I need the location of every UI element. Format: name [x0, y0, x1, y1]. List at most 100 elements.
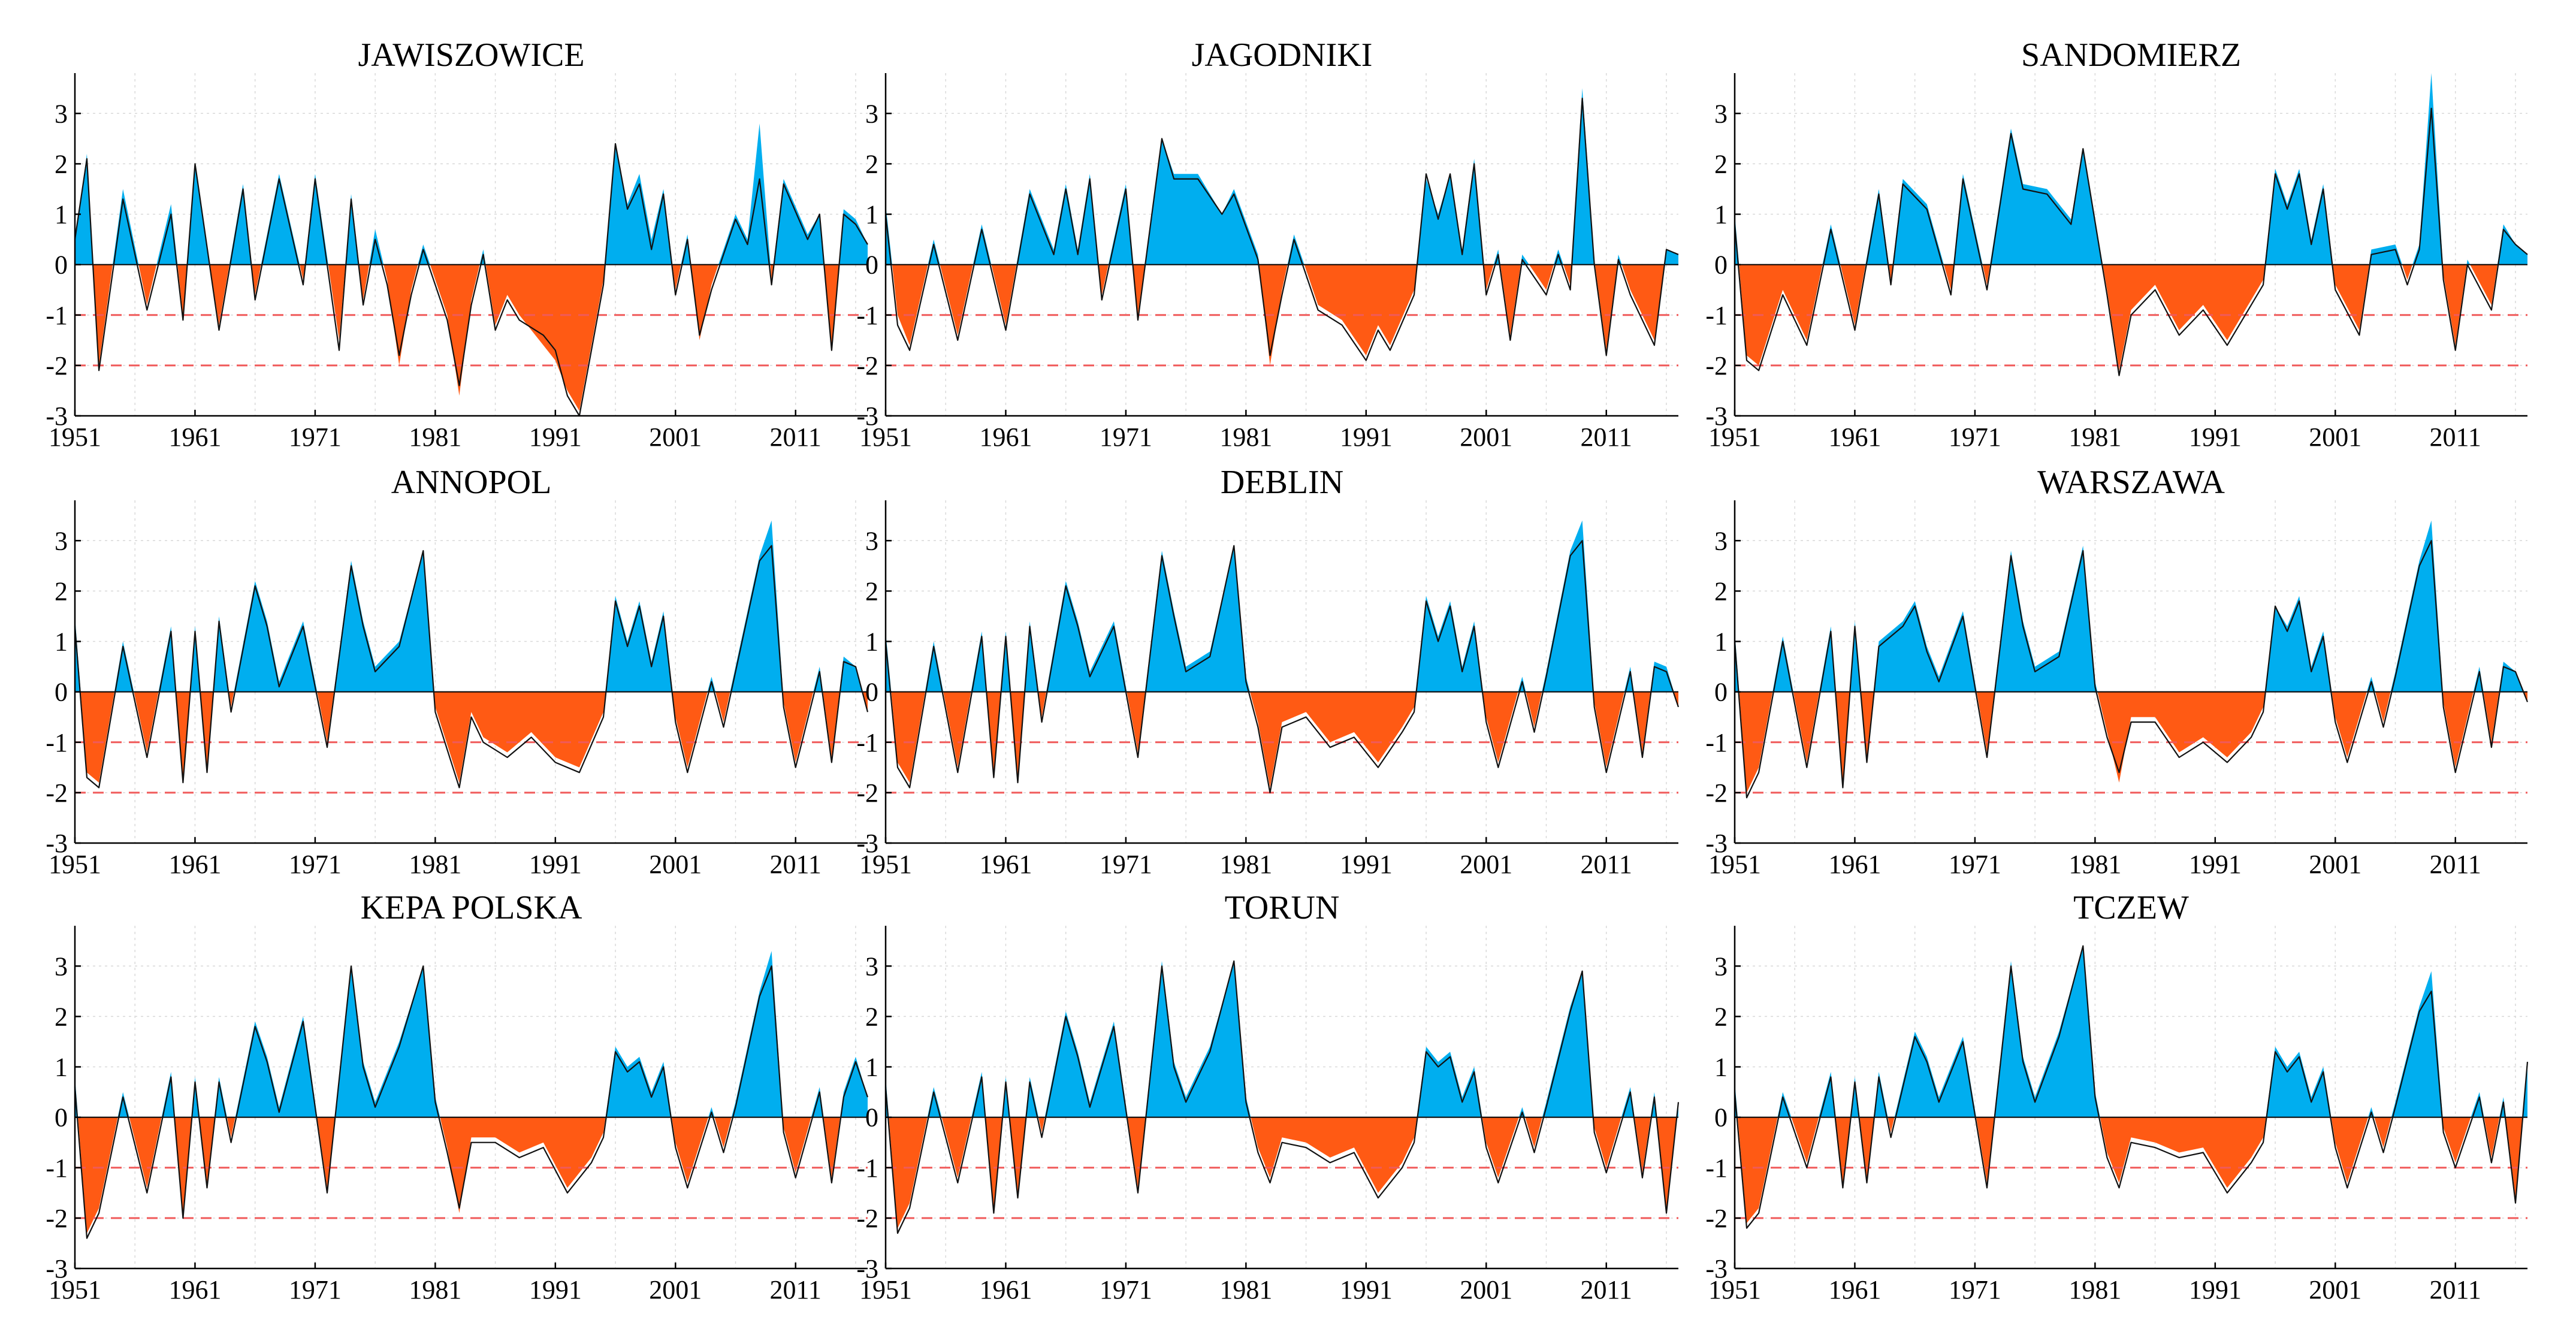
y-tick-label-warszawa-2: 1 — [1714, 627, 1728, 657]
x-tick-label-torun-6: 2011 — [1581, 1275, 1632, 1304]
y-tick-label-torun-6: -3 — [856, 1254, 878, 1283]
negative-area-torun-6 — [1251, 1117, 1417, 1193]
positive-area-annopol-7 — [605, 596, 673, 692]
y-tick-label-warszawa-4: -1 — [1705, 728, 1728, 757]
y-tick-label-tczew-5: -2 — [1705, 1204, 1728, 1233]
x-tick-label-annopol-0: 1951 — [49, 850, 101, 879]
negative-area-sandomierz-8 — [2442, 264, 2467, 346]
x-tick-label-tczew-5: 2001 — [2309, 1275, 2361, 1304]
y-tick-label-jagodniki-4: -1 — [856, 301, 878, 330]
x-tick-label-sandomierz-1: 1961 — [1828, 422, 1881, 452]
positive-area-sandomierz-8 — [2412, 73, 2443, 265]
positive-area-sandomierz-6 — [2264, 168, 2333, 265]
y-tick-label-jawiszowice-1: 2 — [55, 149, 68, 179]
x-tick-label-deblin-6: 2011 — [1581, 850, 1632, 879]
negative-area-torun-3 — [1010, 1117, 1026, 1193]
x-tick-label-deblin-1: 1961 — [979, 850, 1032, 879]
x-tick-label-sandomierz-6: 2011 — [2430, 422, 2481, 452]
positive-area-kepa-polska-9 — [731, 951, 783, 1117]
negative-area-deblin-5 — [1127, 691, 1145, 753]
y-tick-label-jawiszowice-5: -2 — [46, 351, 68, 380]
positive-area-jawiszowice-13 — [718, 123, 771, 265]
x-tick-label-tczew-2: 1971 — [1949, 1275, 2001, 1304]
positive-area-kepa-polska-11 — [840, 1056, 868, 1117]
x-tick-label-deblin-5: 2001 — [1460, 850, 1512, 879]
negative-area-sandomierz-9 — [2470, 264, 2498, 305]
x-tick-label-jawiszowice-4: 1991 — [529, 422, 582, 452]
positive-area-deblin-1 — [925, 641, 944, 692]
negative-area-warszawa-5 — [2097, 691, 2265, 783]
y-tick-label-warszawa-0: 3 — [1714, 526, 1728, 555]
y-tick-label-kepa-polska-5: -2 — [46, 1204, 68, 1233]
y-tick-label-annopol-6: -3 — [46, 829, 68, 858]
x-tick-label-annopol-4: 1991 — [529, 850, 582, 879]
negative-area-sandomierz-1 — [1840, 264, 1866, 325]
negative-area-annopol-9 — [783, 691, 814, 763]
positive-area-deblin-4 — [1024, 621, 1039, 692]
x-tick-label-torun-5: 2001 — [1460, 1275, 1512, 1304]
negative-area-torun-11 — [1657, 1117, 1677, 1209]
panel-title-sandomierz: SANDOMIERZ — [2021, 37, 2241, 74]
negative-area-torun-9 — [1593, 1117, 1621, 1168]
negative-area-warszawa-2 — [1835, 691, 1850, 783]
y-tick-label-annopol-5: -2 — [46, 778, 68, 808]
negative-area-sandomierz-0 — [1739, 264, 1823, 366]
x-tick-label-annopol-1: 1961 — [168, 850, 221, 879]
negative-area-torun-0 — [889, 1117, 928, 1228]
x-tick-label-kepa-polska-5: 2001 — [649, 1275, 702, 1304]
positive-area-annopol-0 — [75, 616, 81, 692]
y-tick-label-sandomierz-4: -1 — [1705, 301, 1728, 330]
positive-area-sandomierz-2 — [1865, 189, 1889, 265]
negative-area-jagodniki-7 — [1484, 264, 1494, 290]
positive-area-deblin-11 — [1650, 662, 1674, 692]
panel-title-jawiszowice: JAWISZOWICE — [358, 37, 584, 74]
positive-area-sandomierz-9 — [2466, 259, 2471, 265]
negative-area-tczew-0 — [1738, 1117, 1778, 1224]
x-tick-label-jagodniki-0: 1951 — [859, 422, 912, 452]
positive-area-deblin-7 — [1415, 596, 1483, 692]
panel-title-tczew: TCZEW — [2073, 889, 2189, 926]
y-tick-label-jagodniki-0: 3 — [865, 99, 878, 128]
negative-area-kepa-polska-7 — [672, 1117, 709, 1183]
y-tick-label-torun-2: 1 — [865, 1053, 878, 1082]
x-tick-label-sandomierz-2: 1971 — [1949, 422, 2001, 452]
x-tick-label-sandomierz-4: 1991 — [2189, 422, 2242, 452]
positive-area-sandomierz-10 — [2497, 224, 2527, 265]
grid-sandomierz — [1734, 73, 2527, 416]
positive-area-warszawa-3 — [1849, 621, 1861, 692]
y-tick-label-sandomierz-6: -3 — [1705, 401, 1728, 431]
negative-area-sandomierz-5 — [2103, 264, 2265, 371]
y-tick-label-kepa-polska-6: -3 — [46, 1254, 68, 1283]
negative-area-jawiszowice-2 — [177, 264, 188, 315]
y-tick-label-warszawa-1: 2 — [1714, 576, 1728, 606]
positive-area-annopol-1 — [114, 641, 134, 692]
positive-area-jagodniki-7 — [1417, 159, 1484, 265]
x-tick-label-kepa-polska-3: 1981 — [409, 1275, 461, 1304]
y-tick-label-torun-4: -1 — [856, 1153, 878, 1183]
x-tick-label-tczew-6: 2011 — [2430, 1275, 2481, 1304]
negative-area-torun-10 — [1634, 1117, 1651, 1173]
positive-area-warszawa-5 — [1994, 545, 2098, 692]
x-tick-label-sandomierz-5: 2001 — [2309, 422, 2361, 452]
positive-area-deblin-0 — [886, 631, 892, 692]
y-tick-label-jagodniki-5: -2 — [856, 351, 878, 380]
y-tick-label-kepa-polska-4: -1 — [46, 1153, 68, 1183]
y-tick-label-tczew-3: 0 — [1714, 1103, 1728, 1132]
negative-area-torun-7 — [1482, 1117, 1519, 1178]
negative-area-annopol-10 — [823, 691, 839, 757]
y-tick-label-sandomierz-0: 3 — [1714, 99, 1728, 128]
negative-area-tczew-7 — [2331, 1117, 2369, 1183]
y-tick-label-deblin-6: -3 — [856, 829, 878, 858]
negative-area-jagodniki-1 — [940, 264, 973, 336]
x-tick-label-kepa-polska-2: 1971 — [289, 1275, 342, 1304]
negative-area-annopol-4 — [229, 691, 234, 707]
negative-area-torun-2 — [986, 1117, 1002, 1209]
negative-area-tczew-6 — [2100, 1117, 2266, 1188]
index-line-kepa-polska — [74, 965, 869, 1239]
x-tick-label-annopol-5: 2001 — [649, 850, 702, 879]
y-tick-label-tczew-1: 2 — [1714, 1002, 1728, 1031]
